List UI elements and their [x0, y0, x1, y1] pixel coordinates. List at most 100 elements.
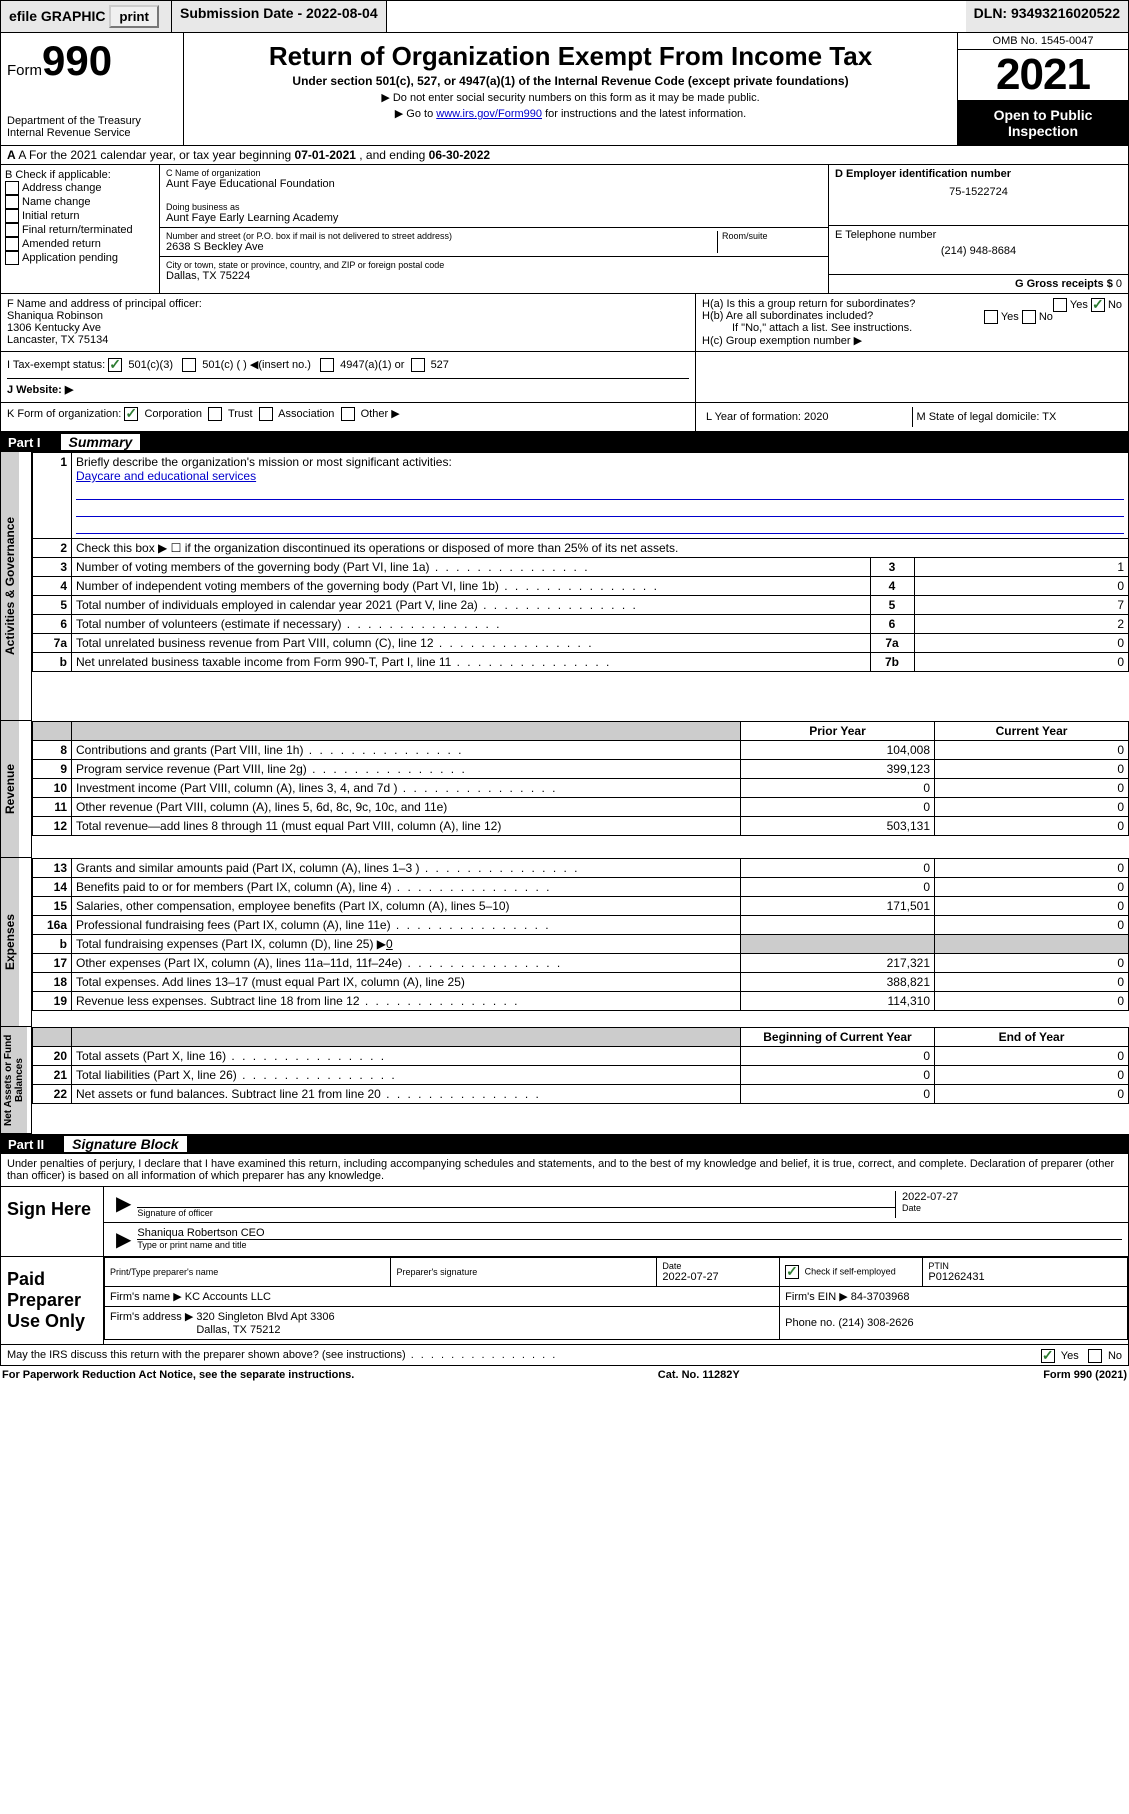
- chk-self-employed[interactable]: [785, 1265, 799, 1279]
- val-7b: 0: [914, 653, 1129, 672]
- footer-catno: Cat. No. 11282Y: [658, 1369, 740, 1381]
- irs-discuss-row: May the IRS discuss this return with the…: [1, 1344, 1128, 1365]
- chk-association[interactable]: [259, 407, 273, 421]
- box-j: J Website: ▶: [7, 378, 689, 396]
- form-subtitle: Under section 501(c), 527, or 4947(a)(1)…: [190, 74, 951, 88]
- city-label: City or town, state or province, country…: [166, 260, 822, 270]
- box-i: I Tax-exempt status: 501(c)(3) 501(c) ( …: [7, 358, 689, 372]
- open-public-badge: Open to Public Inspection: [958, 101, 1128, 145]
- line-13: Grants and similar amounts paid (Part IX…: [72, 859, 741, 878]
- opt-application-pending[interactable]: Application pending: [5, 251, 155, 265]
- footer-left: For Paperwork Reduction Act Notice, see …: [2, 1369, 354, 1381]
- state-domicile: TX: [1042, 411, 1056, 423]
- header-left: Form990 Department of the Treasury Inter…: [1, 33, 184, 145]
- page-footer: For Paperwork Reduction Act Notice, see …: [0, 1366, 1129, 1384]
- efile-topbar: efile GRAPHIC print Submission Date - 20…: [0, 0, 1129, 33]
- line-9: Program service revenue (Part VIII, line…: [72, 760, 741, 779]
- prior-year-header: Prior Year: [741, 722, 935, 741]
- chk-other[interactable]: [341, 407, 355, 421]
- section-ij: I Tax-exempt status: 501(c)(3) 501(c) ( …: [0, 352, 1129, 403]
- ptin-value: P01262431: [928, 1271, 1122, 1283]
- officer-label: F Name and address of principal officer:: [7, 298, 689, 310]
- street-address: 2638 S Beckley Ave: [166, 241, 717, 253]
- omb-number: OMB No. 1545-0047: [958, 33, 1128, 50]
- submission-date: 2022-08-04: [306, 5, 378, 21]
- chk-trust[interactable]: [208, 407, 222, 421]
- end-year-header: End of Year: [935, 1028, 1129, 1047]
- netassets-table: Beginning of Current YearEnd of Year 20T…: [32, 1027, 1129, 1104]
- box-c: C Name of organization Aunt Faye Educati…: [160, 165, 828, 293]
- header-mid: Return of Organization Exempt From Incom…: [184, 33, 957, 145]
- print-button[interactable]: print: [109, 5, 159, 28]
- year-begin: 07-01-2021: [295, 148, 356, 162]
- firm-addr1: 320 Singleton Blvd Apt 3306: [196, 1311, 334, 1323]
- efile-label: efile GRAPHIC: [9, 8, 105, 24]
- h-a-label: H(a) Is this a group return for subordin…: [702, 298, 915, 310]
- val-5: 7: [914, 596, 1129, 615]
- opt-address-change[interactable]: Address change: [5, 181, 155, 195]
- year-end: 06-30-2022: [429, 148, 490, 162]
- line-8: Contributions and grants (Part VIII, lin…: [72, 741, 741, 760]
- arrow-icon: ▶: [110, 1191, 137, 1218]
- officer-addr1: 1306 Kentucky Ave: [7, 322, 689, 334]
- officer-addr2: Lancaster, TX 75134: [7, 334, 689, 346]
- firm-name: KC Accounts LLC: [185, 1291, 271, 1303]
- chk-corporation[interactable]: [124, 407, 138, 421]
- irs-link[interactable]: www.irs.gov/Form990: [436, 108, 542, 120]
- val-6: 2: [914, 615, 1129, 634]
- phone-label: E Telephone number: [835, 229, 1122, 241]
- chk-501c[interactable]: [182, 358, 196, 372]
- line-4: Number of independent voting members of …: [72, 577, 871, 596]
- h-b-label: H(b) Are all subordinates included?: [702, 310, 873, 322]
- paid-preparer-table: Print/Type preparer's name Preparer's si…: [104, 1257, 1128, 1340]
- line-6: Total number of volunteers (estimate if …: [72, 615, 871, 634]
- part-ii-header: Part II Signature Block: [0, 1134, 1129, 1154]
- dba-label: Doing business as: [166, 202, 822, 212]
- chk-discuss-no[interactable]: [1088, 1349, 1102, 1363]
- mission-label: Briefly describe the organization's miss…: [76, 455, 1124, 469]
- line-2: Check this box ▶ ☐ if the organization d…: [72, 539, 1129, 558]
- chk-501c3[interactable]: [108, 358, 122, 372]
- line-15: Salaries, other compensation, employee b…: [72, 897, 741, 916]
- header-right: OMB No. 1545-0047 2021 Open to Public In…: [957, 33, 1128, 145]
- officer-name: Shaniqua Robinson: [7, 310, 689, 322]
- vlabel-governance: Activities & Governance: [0, 452, 32, 721]
- line-16a: Professional fundraising fees (Part IX, …: [72, 916, 741, 935]
- box-b: B Check if applicable: Address change Na…: [1, 165, 160, 293]
- tax-status-label: I Tax-exempt status:: [7, 359, 105, 371]
- form-title: Return of Organization Exempt From Incom…: [190, 41, 951, 72]
- line-17: Other expenses (Part IX, column (A), lin…: [72, 954, 741, 973]
- section-fh: F Name and address of principal officer:…: [0, 294, 1129, 352]
- val-4: 0: [914, 577, 1129, 596]
- opt-initial-return[interactable]: Initial return: [5, 209, 155, 223]
- gross-receipts-value: 0: [1116, 278, 1122, 290]
- box-h: H(a) Is this a group return for subordin…: [696, 294, 1128, 351]
- chk-527[interactable]: [411, 358, 425, 372]
- line-3: Number of voting members of the governin…: [72, 558, 871, 577]
- line-12: Total revenue—add lines 8 through 11 (mu…: [72, 817, 741, 836]
- begin-year-header: Beginning of Current Year: [741, 1028, 935, 1047]
- dln-cell: DLN: 93493216020522: [966, 1, 1128, 32]
- opt-final-return[interactable]: Final return/terminated: [5, 223, 155, 237]
- current-year-header: Current Year: [935, 722, 1129, 741]
- ein-value: 75-1522724: [835, 186, 1122, 198]
- chk-discuss-yes[interactable]: [1041, 1349, 1055, 1363]
- val-7a: 0: [914, 634, 1129, 653]
- box-deg: D Employer identification number 75-1522…: [828, 165, 1128, 293]
- governance-table: 1 Briefly describe the organization's mi…: [32, 452, 1129, 672]
- line-20: Total assets (Part X, line 16): [72, 1047, 741, 1066]
- mission-text[interactable]: Daycare and educational services: [76, 469, 256, 483]
- line-19: Revenue less expenses. Subtract line 18 …: [72, 992, 741, 1011]
- gross-receipts-label: G Gross receipts $: [1015, 278, 1116, 290]
- arrow-icon: ▶: [110, 1227, 137, 1252]
- firm-ein: 84-3703968: [851, 1291, 910, 1303]
- efile-cell: efile GRAPHIC print: [1, 1, 172, 32]
- box-f: F Name and address of principal officer:…: [1, 294, 696, 351]
- org-name-label: C Name of organization: [166, 168, 822, 178]
- chk-4947[interactable]: [320, 358, 334, 372]
- paid-preparer-label: Paid Preparer Use Only: [1, 1257, 104, 1344]
- opt-name-change[interactable]: Name change: [5, 195, 155, 209]
- vlabel-revenue: Revenue: [0, 721, 32, 858]
- line-14: Benefits paid to or for members (Part IX…: [72, 878, 741, 897]
- opt-amended-return[interactable]: Amended return: [5, 237, 155, 251]
